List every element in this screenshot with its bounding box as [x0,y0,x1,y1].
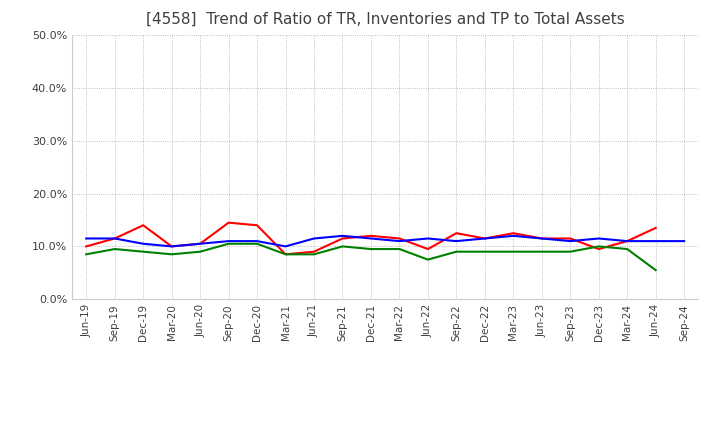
Trade Receivables [139,223,148,228]
Inventories [366,236,375,241]
Inventories [537,236,546,241]
Trade Receivables [253,223,261,228]
Trade Payables [196,249,204,254]
Inventories [652,238,660,244]
Trade Receivables [452,231,461,236]
Trade Payables [395,246,404,252]
Trade Receivables [338,236,347,241]
Inventories [423,236,432,241]
Trade Receivables [196,241,204,246]
Trade Payables [537,249,546,254]
Trade Payables [282,252,290,257]
Inventories [338,233,347,238]
Trade Receivables [282,252,290,257]
Inventories [395,238,404,244]
Trade Receivables [225,220,233,225]
Inventories [196,241,204,246]
Trade Receivables [310,249,318,254]
Trade Receivables [366,233,375,238]
Trade Payables [82,252,91,257]
Inventories [509,233,518,238]
Trade Receivables [395,236,404,241]
Inventories [82,236,91,241]
Trade Payables [310,252,318,257]
Inventories [566,238,575,244]
Trade Receivables [423,246,432,252]
Trade Payables [623,246,631,252]
Trade Receivables [167,244,176,249]
Trade Receivables [110,236,119,241]
Inventories [310,236,318,241]
Inventories [452,238,461,244]
Trade Payables [423,257,432,262]
Trade Payables [366,246,375,252]
Inventories [480,236,489,241]
Trade Receivables [652,225,660,231]
Inventories [680,238,688,244]
Inventories [595,236,603,241]
Line: Inventories: Inventories [86,236,684,246]
Inventories [167,244,176,249]
Trade Receivables [480,236,489,241]
Trade Receivables [623,238,631,244]
Trade Payables [509,249,518,254]
Inventories [110,236,119,241]
Trade Receivables [537,236,546,241]
Line: Trade Payables: Trade Payables [86,244,656,270]
Trade Receivables [566,236,575,241]
Line: Trade Receivables: Trade Receivables [86,223,656,254]
Trade Receivables [509,231,518,236]
Trade Payables [110,246,119,252]
Inventories [623,238,631,244]
Trade Payables [225,241,233,246]
Inventories [282,244,290,249]
Title: [4558]  Trend of Ratio of TR, Inventories and TP to Total Assets: [4558] Trend of Ratio of TR, Inventories… [146,12,624,27]
Trade Receivables [82,244,91,249]
Trade Payables [652,268,660,273]
Trade Payables [452,249,461,254]
Trade Payables [338,244,347,249]
Trade Receivables [595,246,603,252]
Trade Payables [167,252,176,257]
Trade Payables [566,249,575,254]
Trade Payables [480,249,489,254]
Trade Payables [139,249,148,254]
Inventories [225,238,233,244]
Inventories [253,238,261,244]
Trade Payables [253,241,261,246]
Trade Payables [595,244,603,249]
Inventories [139,241,148,246]
